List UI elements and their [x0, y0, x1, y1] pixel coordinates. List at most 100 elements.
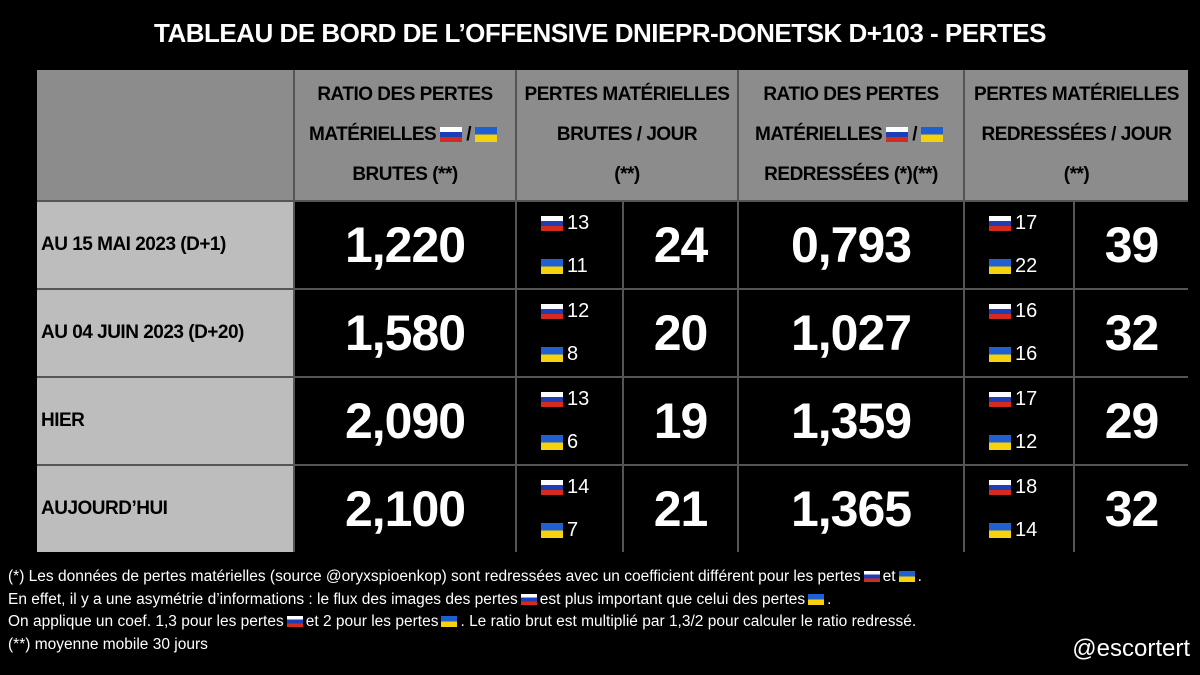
split-line: 16 — [985, 300, 1073, 323]
note: (**) moyenne mobile 30 jours — [8, 635, 208, 653]
count: 16 — [1015, 300, 1038, 322]
ratio-redresse: 1,365 — [739, 466, 963, 552]
split-line: 7 — [537, 519, 622, 542]
count: 13 — [567, 212, 590, 234]
daily-split: 12 8 — [517, 290, 622, 376]
daily-total: 19 — [624, 378, 737, 464]
flag-ru — [863, 571, 880, 583]
flag-ua — [441, 616, 458, 628]
ratio-redresse: 1,027 — [739, 290, 963, 376]
daily-total: 21 — [624, 466, 737, 552]
count: 14 — [567, 476, 590, 498]
note-text: . — [827, 590, 832, 608]
flag-ru — [989, 392, 1011, 408]
split-line: 13 — [537, 212, 622, 235]
header-text: RATIO DES PERTES — [317, 84, 493, 105]
header-text: (**) — [1063, 164, 1090, 185]
ratio-brut: 1,580 — [295, 290, 515, 376]
count: 17 — [1015, 212, 1038, 234]
flag-ua — [541, 347, 563, 363]
note-text: (*) Les données de pertes matérielles (s… — [8, 568, 861, 585]
header-text: RATIO DES PERTES — [763, 84, 939, 105]
header-cell: RATIO DES PERTES MATÉRIELLES / BRUTES (**… — [295, 70, 515, 200]
split-line: 12 — [985, 431, 1073, 454]
flag-ru — [541, 480, 563, 496]
daily-split: 13 6 — [517, 378, 622, 464]
flag-ua — [920, 127, 943, 143]
flag-ru — [286, 616, 303, 628]
flag-ua — [541, 435, 563, 451]
header-cell: PERTES MATÉRIELLES REDRESSÉES / JOUR (**… — [965, 70, 1188, 200]
note-text: On applique un coef. 1,3 pour les pertes — [8, 613, 284, 630]
header-text: BRUTES (**) — [352, 164, 458, 185]
count: 11 — [567, 255, 588, 277]
daily-split: 16 16 — [965, 290, 1073, 376]
daily-total: 32 — [1075, 466, 1188, 552]
flag-ua — [474, 127, 497, 143]
flag-ru — [886, 127, 909, 143]
count: 12 — [567, 300, 590, 322]
notes: (*) Les données de pertes matérielles (s… — [8, 566, 922, 656]
header-text: MATÉRIELLES / — [295, 115, 515, 155]
note: En effet, il y a une asymétrie d’informa… — [8, 589, 922, 612]
flag-ru — [541, 392, 563, 408]
note-text: et 2 pour les pertes — [305, 613, 439, 630]
count: 16 — [1015, 343, 1038, 365]
table: RATIO DES PERTES MATÉRIELLES / BRUTES (**… — [37, 70, 1188, 552]
header-text: BRUTES / JOUR — [556, 124, 698, 145]
header-text: MATÉRIELLES — [755, 124, 883, 145]
split-line: 14 — [985, 519, 1073, 542]
ratio-brut: 2,100 — [295, 466, 515, 552]
header-text: / — [466, 124, 471, 145]
daily-total: 24 — [624, 202, 737, 288]
ratio-redresse: 1,359 — [739, 378, 963, 464]
note: (*) Les données de pertes matérielles (s… — [8, 566, 922, 589]
daily-total: 29 — [1075, 378, 1188, 464]
flag-ru — [989, 480, 1011, 496]
header-text: (**) — [614, 164, 640, 185]
header-text: PERTES MATÉRIELLES — [974, 84, 1179, 105]
split-line: 22 — [985, 255, 1073, 278]
daily-total: 32 — [1075, 290, 1188, 376]
note-text: et — [882, 568, 896, 585]
count: 22 — [1015, 255, 1038, 277]
row-label: AU 15 MAI 2023 (D+1) — [37, 202, 293, 288]
split-line: 6 — [537, 431, 622, 454]
count: 18 — [1015, 476, 1038, 498]
flag-ua — [989, 347, 1011, 363]
note: On applique un coef. 1,3 pour les pertes… — [8, 611, 922, 634]
header-text: / — [912, 124, 917, 145]
flag-ua — [541, 259, 563, 275]
daily-split: 17 12 — [965, 378, 1073, 464]
flag-ua — [808, 593, 825, 605]
daily-total: 20 — [624, 290, 737, 376]
split-line: 11 — [537, 255, 622, 278]
count: 12 — [1015, 431, 1038, 453]
row-label: AUJOURD’HUI — [37, 466, 293, 552]
flag-ua — [989, 259, 1011, 275]
count: 14 — [1015, 519, 1038, 541]
flag-ru — [989, 304, 1011, 320]
split-line: 16 — [985, 343, 1073, 366]
header-text: MATÉRIELLES — [309, 124, 437, 145]
flag-ua — [989, 523, 1011, 539]
header-text: REDRESSÉES / JOUR — [981, 124, 1173, 145]
daily-split: 13 11 — [517, 202, 622, 288]
split-line: 8 — [537, 343, 622, 366]
split-line: 18 — [985, 476, 1073, 499]
split-line: 12 — [537, 300, 622, 323]
flag-ua — [898, 571, 915, 583]
daily-total: 39 — [1075, 202, 1188, 288]
count: 6 — [567, 431, 579, 453]
split-line: 13 — [537, 388, 622, 411]
flag-ua — [989, 435, 1011, 451]
note-text: . Le ratio brut est multiplié par 1,3/2 … — [460, 613, 917, 630]
split-line: 14 — [537, 476, 622, 499]
signature: @escortert — [1072, 635, 1190, 662]
split-line: 17 — [985, 388, 1073, 411]
note-text: En effet, il y a une asymétrie d’informa… — [8, 590, 518, 608]
note-text: . — [917, 568, 922, 585]
header-text: PERTES MATÉRIELLES — [524, 84, 730, 105]
split-line: 17 — [985, 212, 1073, 235]
daily-split: 18 14 — [965, 466, 1073, 552]
